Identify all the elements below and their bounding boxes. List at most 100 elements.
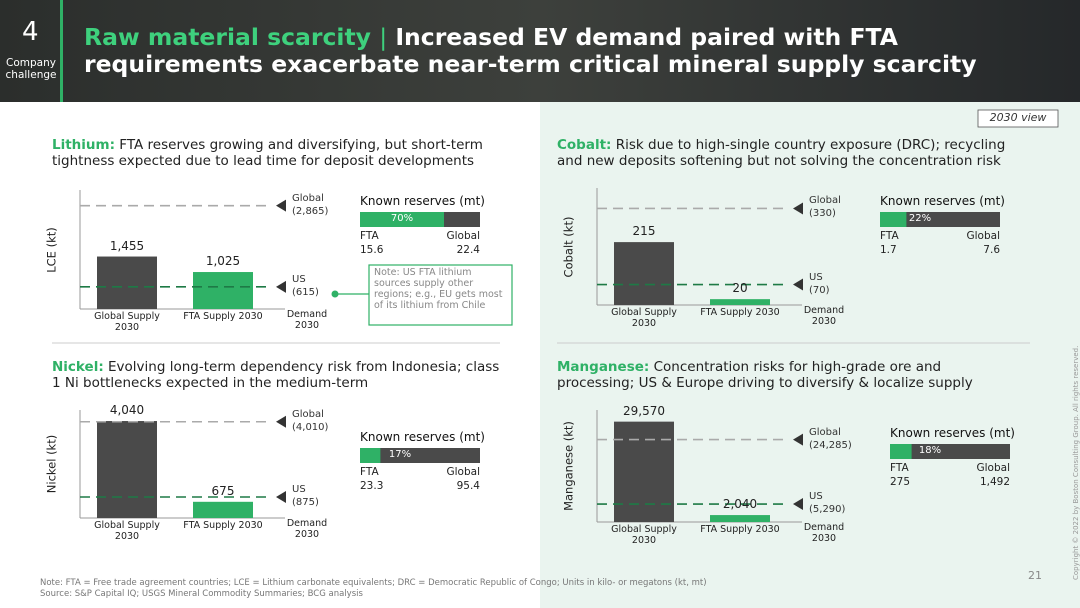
demand-name: US	[809, 491, 823, 503]
reserves-share	[880, 212, 907, 227]
reserves-fta: 275	[890, 476, 911, 488]
bar	[710, 515, 770, 522]
demand-value: (330)	[809, 208, 836, 220]
reserves-global-name: Global	[976, 462, 1011, 474]
demand-name: Global	[809, 426, 841, 438]
reserves-global-name: Global	[446, 230, 481, 242]
bar	[193, 272, 253, 309]
panel-title: Lithium: FTA reserves growing and divers…	[52, 137, 512, 169]
reserves-fta: 23.3	[360, 480, 384, 492]
header-bg	[0, 0, 1080, 102]
title-bold: Nickel:	[52, 359, 104, 375]
demand-arrow	[793, 498, 803, 511]
x-tick-label: FTA Supply 2030	[700, 307, 780, 318]
title-text: Concentration risks for high-grade ore a…	[557, 359, 973, 391]
reserves-fta-name: FTA	[880, 230, 899, 242]
demand-value: (2,865)	[292, 205, 329, 217]
demand-value: (615)	[292, 286, 319, 298]
y-axis-label: Cobalt (kt)	[561, 216, 576, 277]
title-text: Risk due to high-single country exposure…	[557, 137, 1006, 169]
demand-name: US	[809, 271, 823, 283]
demand-name: Global	[292, 408, 324, 420]
title-text: Increased EV demand paired with FTA requ…	[84, 23, 977, 79]
value-label: 675	[211, 483, 235, 498]
x-tick-label: FTA Supply 2030	[183, 520, 263, 531]
bar	[614, 242, 674, 305]
panel-title: Manganese: Concentration risks for high-…	[557, 359, 1017, 391]
demand-value: (70)	[809, 284, 830, 296]
x-tick-label: Global Supply 2030	[94, 520, 160, 542]
demand-value: (875)	[292, 497, 319, 508]
x-tick-label: FTA Supply 2030	[183, 311, 263, 322]
value-label: 215	[632, 224, 656, 239]
demand-arrow	[276, 280, 286, 293]
reserves-fta-name: FTA	[360, 466, 379, 478]
x-tick-label: Global Supply 2030	[94, 311, 160, 333]
value-label: 29,570	[623, 403, 665, 418]
x-tick-label: FTA Supply 2030	[700, 524, 780, 535]
bar	[97, 421, 157, 518]
bar	[614, 421, 674, 522]
reserves-share-label: 70%	[390, 213, 414, 224]
header-rule	[60, 0, 63, 102]
demand-name: Global	[292, 192, 324, 204]
value-label: 2,040	[722, 497, 758, 512]
demand-arrow	[793, 433, 803, 446]
reserves-fta: 1.7	[880, 244, 897, 256]
note-box	[368, 264, 513, 326]
demand-label: Demand 2030	[286, 309, 328, 331]
title-highlight: Raw material scarcity	[84, 23, 372, 51]
reserves-global: 7.6	[983, 244, 1000, 256]
demand-arrow	[276, 491, 286, 503]
value-label: 1,455	[109, 238, 145, 253]
y-axis-label: Manganese (kt)	[561, 421, 576, 511]
reserves-title: Known reserves (mt)	[890, 426, 1015, 440]
title-separator: |	[379, 23, 388, 51]
demand-label: Demand 2030	[803, 305, 845, 327]
reserves-rest	[890, 444, 1010, 459]
reserves-fta-name: FTA	[360, 230, 379, 242]
section-number: 4	[22, 17, 39, 47]
reserves-share-label: 18%	[918, 445, 942, 456]
bar	[193, 501, 253, 518]
title-bold: Manganese:	[557, 359, 650, 375]
reserves-share	[890, 444, 912, 459]
reserves-share	[360, 212, 444, 227]
y-axis-label: LCE (kt)	[44, 226, 59, 273]
note-dot	[331, 290, 339, 298]
bar	[710, 299, 770, 305]
reserves-share	[360, 448, 381, 463]
reserves-title: Known reserves (mt)	[360, 194, 485, 208]
demand-value: (4,010)	[292, 421, 329, 433]
demand-label: Demand 2030	[803, 522, 845, 544]
x-tick-label: Global Supply 2030	[611, 524, 677, 546]
reserves-global-name: Global	[446, 466, 481, 478]
demand-arrow	[793, 278, 803, 291]
x-tick-label: Global Supply 2030	[611, 307, 677, 329]
reserves-global: 95.4	[456, 480, 480, 492]
section-name: Company challenge	[5, 57, 57, 82]
demand-value: (5,290)	[809, 504, 846, 516]
source: Source: S&P Capital IQ; USGS Mineral Com…	[40, 589, 363, 599]
demand-label: Demand 2030	[286, 518, 328, 540]
demand-arrow	[276, 199, 286, 212]
reserves-fta: 15.6	[360, 244, 384, 256]
demand-value: (24,285)	[809, 439, 852, 451]
reserves-global: 22.4	[456, 244, 480, 256]
reserves-fta-name: FTA	[890, 462, 909, 474]
value-label: 20	[732, 281, 748, 296]
page-number: 21	[1028, 569, 1042, 582]
value-label: 1,025	[205, 254, 241, 269]
slide-title: Raw material scarcity | Increased EV dem…	[84, 23, 1074, 79]
demand-name: Global	[809, 195, 841, 207]
reserves-title: Known reserves (mt)	[880, 194, 1005, 208]
y-axis-label: Nickel (kt)	[44, 434, 59, 494]
reserves-title: Known reserves (mt)	[360, 430, 485, 444]
reserves-rest	[880, 212, 1000, 227]
reserves-share-label: 17%	[388, 449, 412, 460]
bar	[97, 256, 157, 309]
copyright: Copyright © 2022 by Boston Consulting Gr…	[1072, 345, 1080, 580]
title-text: FTA reserves growing and diversifying, b…	[52, 137, 483, 169]
reserves-global-name: Global	[966, 230, 1001, 242]
